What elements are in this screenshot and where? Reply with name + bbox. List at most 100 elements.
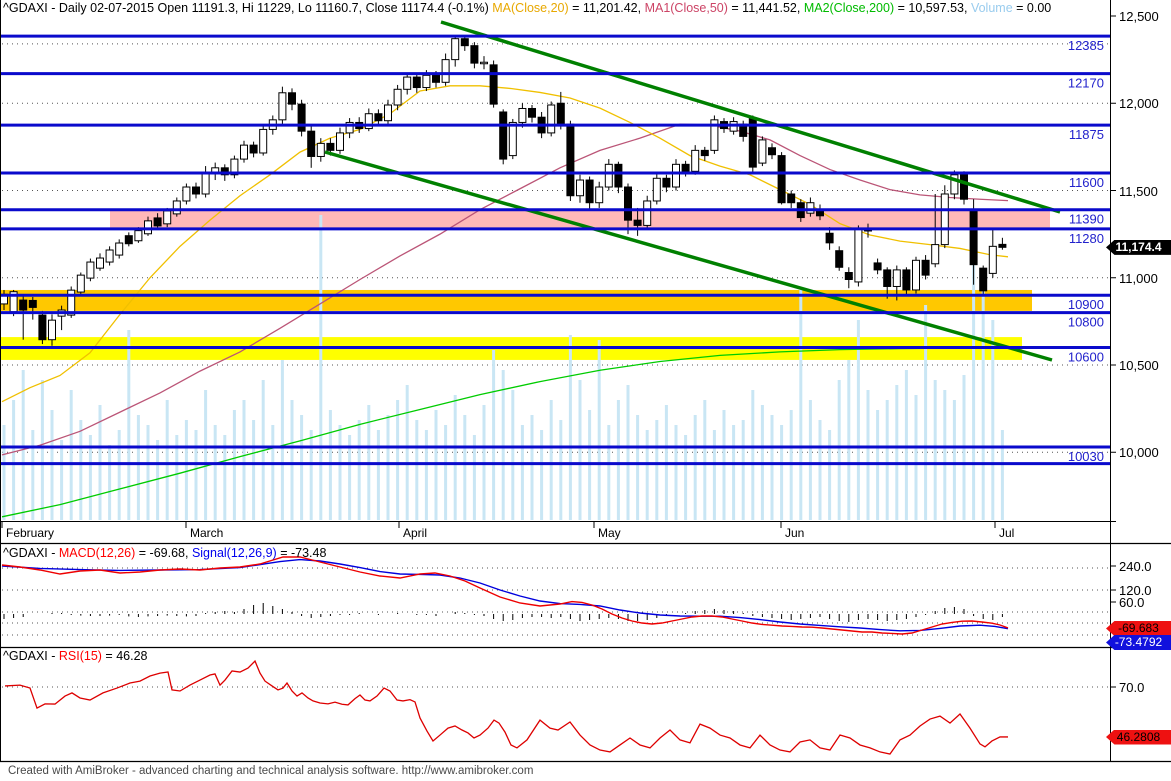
candle-down <box>921 259 930 276</box>
volume-bar <box>732 425 736 520</box>
month-label: March <box>190 526 224 540</box>
volume-bar <box>21 370 25 520</box>
candle-down <box>38 314 47 341</box>
month-label: February <box>6 526 55 540</box>
candle-up <box>508 121 517 157</box>
volume-bar <box>213 425 217 520</box>
volume-bar <box>943 390 947 520</box>
candle-down <box>844 272 853 280</box>
volume-bar <box>405 385 409 520</box>
volume-bar <box>348 435 352 520</box>
trendline <box>440 20 1061 214</box>
volume-bar <box>424 430 428 520</box>
axis-tick-label: 10,000 <box>1119 445 1159 461</box>
title-segment: = 0.00 <box>1012 1 1052 15</box>
volume-bar <box>895 385 899 520</box>
title-segment: MA1(Close,50) <box>644 1 728 15</box>
candle-up <box>172 200 181 215</box>
volume-bar <box>319 215 323 520</box>
volume-bar <box>607 425 611 520</box>
ma200-line <box>1 347 1009 518</box>
candle-up <box>364 113 373 130</box>
axes-and-borders <box>0 0 1171 763</box>
volume-bar <box>108 445 112 520</box>
candle-down <box>124 235 133 245</box>
month-label: Jun <box>785 526 805 540</box>
volume-bar <box>357 420 361 520</box>
volume-bar <box>703 400 707 520</box>
month-label: April <box>403 526 428 540</box>
candle-up <box>345 121 354 134</box>
volume-bar <box>290 400 294 520</box>
volume-bar <box>175 435 179 520</box>
candle-down <box>777 155 786 204</box>
price-band <box>110 209 1050 229</box>
candle-down <box>528 107 536 118</box>
axis-tick-label: 11,000 <box>1119 270 1158 286</box>
volume-bar <box>981 290 985 520</box>
volume-bar <box>828 430 832 520</box>
candle-up <box>115 242 124 256</box>
rsi-pane-title: ^GDAXI - RSI(15) = 46.28 <box>3 649 147 663</box>
candle-up <box>201 172 210 195</box>
volume-bar <box>952 400 956 520</box>
volume-bar <box>472 435 476 520</box>
candle-down <box>192 186 200 195</box>
candle-up <box>230 158 239 176</box>
candle-down <box>835 250 844 268</box>
volume-bar <box>520 425 524 520</box>
volume-bar <box>184 420 188 520</box>
axis-tick-label: 70.0 <box>1119 680 1145 695</box>
candle-up <box>67 289 76 316</box>
candle-up <box>96 257 104 269</box>
candle-down <box>460 38 469 47</box>
volume-bar <box>818 420 822 520</box>
candle-down <box>979 267 988 292</box>
candle-up <box>422 74 431 89</box>
volume-bar <box>338 425 342 520</box>
volume-bar <box>837 380 841 520</box>
candle-down <box>249 144 258 154</box>
candle-up <box>912 259 920 291</box>
volume-bar <box>924 305 928 520</box>
volume-bar <box>280 360 284 520</box>
volume-bar <box>780 425 784 520</box>
macd-pane <box>1 556 1009 635</box>
candle-down <box>624 186 632 221</box>
amibroker-footer-credit: Created with AmiBroker - advanced charti… <box>8 765 534 777</box>
volume-bar <box>146 425 150 520</box>
candle-up <box>336 132 344 151</box>
volume-bar <box>453 395 457 520</box>
hline-label: 12385 <box>1068 38 1104 53</box>
volume-bar <box>156 440 160 520</box>
candle-up <box>451 38 460 61</box>
title-segment: RSI(15) <box>58 649 102 663</box>
volume-bar <box>866 390 870 520</box>
candle-up <box>576 179 584 197</box>
candle-up <box>105 249 114 263</box>
candle-down <box>614 163 623 188</box>
volume-bar <box>712 430 716 520</box>
candle-down <box>489 64 498 105</box>
month-label: May <box>598 526 621 540</box>
candle-down <box>326 142 335 151</box>
candle-up <box>182 186 191 202</box>
volume-bar <box>40 380 44 520</box>
hline-label: 11600 <box>1069 175 1104 190</box>
candle-down <box>787 193 796 204</box>
volume-bar <box>252 420 256 520</box>
horizontal-price-lines: 12385 12170 11875 11600 11390 11280 10900 10800… <box>0 34 1110 466</box>
volume-bar <box>856 320 860 520</box>
rsi-line <box>4 659 1008 755</box>
volume-bar <box>799 290 803 520</box>
axis-tick-label: 12,500 <box>1119 9 1159 24</box>
volume-bar <box>559 420 563 520</box>
volume-bar <box>684 435 688 520</box>
volume-bar <box>31 430 35 520</box>
price-band <box>0 289 1032 311</box>
volume-bar <box>511 390 515 520</box>
candle-up <box>892 269 901 287</box>
volume-bar <box>626 385 630 520</box>
title-segment: = 11,441.52, <box>727 1 804 15</box>
volume-bar <box>117 430 121 520</box>
